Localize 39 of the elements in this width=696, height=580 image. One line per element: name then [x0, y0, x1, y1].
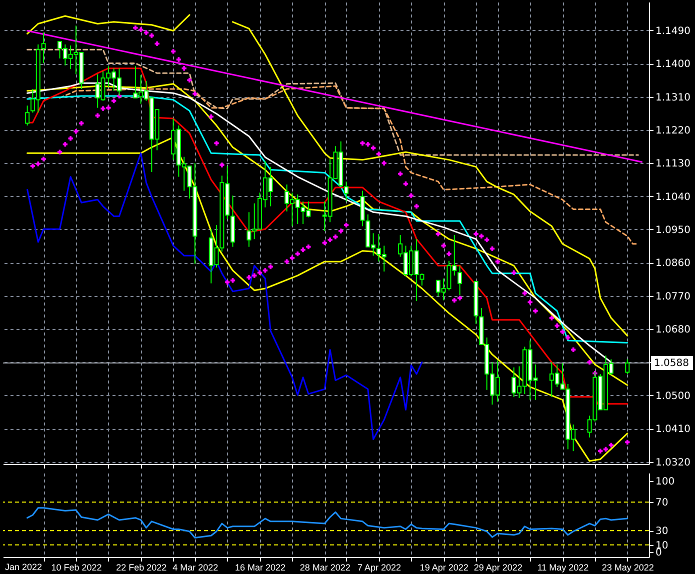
- y-tick-label: 100: [656, 476, 675, 488]
- y-tick-label: 1.0860: [656, 258, 690, 270]
- x-tick-label: 16 Mar 2022: [235, 562, 286, 572]
- y-tick-label: 1.1040: [656, 192, 690, 203]
- y-tick-label: 1.0500: [656, 390, 690, 402]
- ref-line-label: 1.0588: [654, 358, 689, 369]
- candlestick: [41, 32, 46, 64]
- candlestick: [25, 105, 30, 126]
- y-tick-label: 1.0410: [656, 424, 690, 436]
- y-tick-label: 1.0770: [656, 291, 690, 302]
- y-tick-label: 0: [656, 548, 662, 559]
- y-tick-label: 70: [656, 498, 668, 509]
- x-tick-label: 22 Feb 2022: [116, 562, 167, 572]
- y-tick-label: 1.1490: [656, 26, 690, 37]
- x-tick-label: 11 May 2022: [537, 562, 589, 572]
- candlestick: [458, 265, 462, 296]
- y-tick-label: 1.1400: [656, 59, 690, 70]
- x-tick-label: 23 May 2022: [602, 562, 654, 572]
- x-tick-label: 28 Mar 2022: [300, 562, 350, 572]
- line-series: [26, 152, 423, 440]
- x-tick-label: 4 Mar 2022: [172, 562, 218, 572]
- line-series: [26, 48, 639, 156]
- x-tick-label: 29 Apr 2022: [474, 562, 522, 572]
- text: Jan 2022: [5, 562, 42, 572]
- line-series: [59, 85, 639, 245]
- y-tick-label: 30: [656, 526, 668, 538]
- candlestick: [625, 358, 630, 375]
- y-tick-label: 1.1130: [656, 158, 690, 170]
- candlestick: [344, 181, 349, 202]
- x-tick-label: 10 Feb 2022: [51, 562, 102, 572]
- y-tick-label: 1.1310: [656, 92, 690, 104]
- y-tick-label: 1.1220: [656, 125, 690, 136]
- line-series: [26, 507, 628, 539]
- y-tick-label: 1.0320: [656, 457, 690, 468]
- y-tick-label: 1.0680: [656, 324, 690, 336]
- line-series: [26, 136, 628, 462]
- y-tick-label: 1.0950: [656, 224, 690, 236]
- x-tick-label: 7 Apr 2022: [357, 562, 401, 572]
- x-tick-label: 19 Apr 2022: [420, 562, 468, 572]
